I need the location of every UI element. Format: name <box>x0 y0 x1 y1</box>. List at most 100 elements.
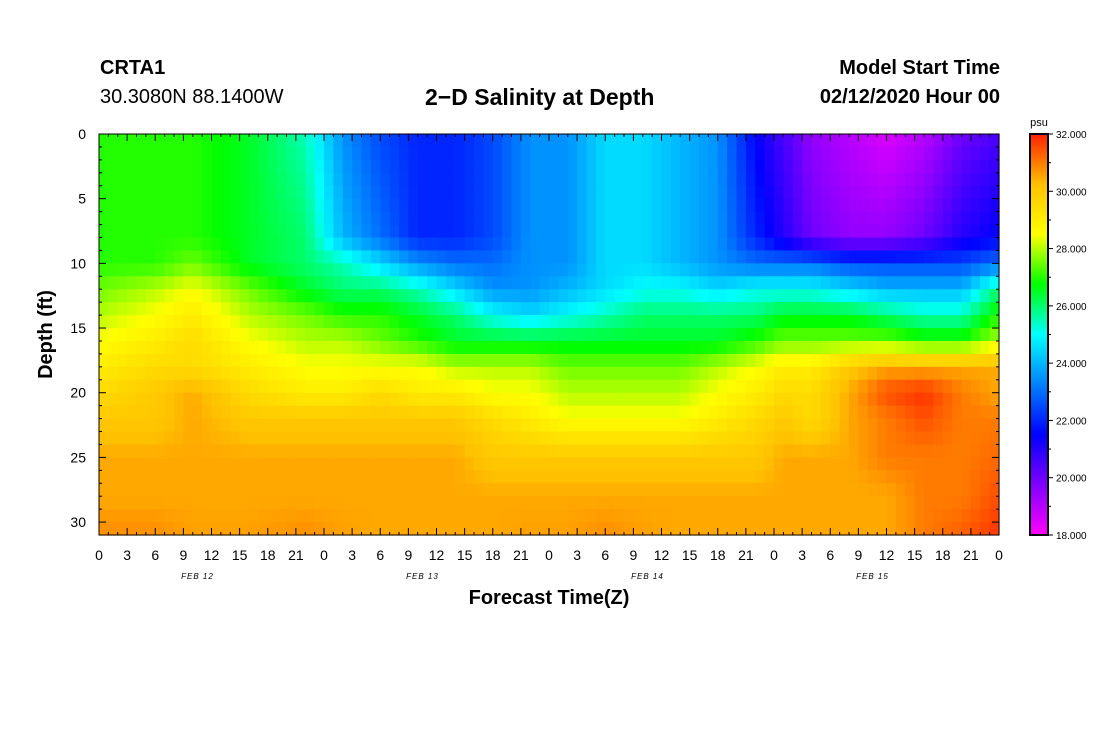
heatmap-cell <box>558 444 569 458</box>
heatmap-cell <box>989 185 1000 200</box>
heatmap-cell <box>183 405 194 420</box>
heatmap-cell <box>286 418 297 433</box>
heatmap-cell <box>380 483 391 497</box>
heatmap-cell <box>305 379 316 394</box>
heatmap-cell <box>858 250 869 264</box>
heatmap-cell <box>595 522 606 536</box>
heatmap-cell <box>980 366 991 381</box>
heatmap-cell <box>877 276 888 290</box>
heatmap-cell <box>933 211 944 226</box>
heatmap-cell <box>380 405 391 420</box>
heatmap-cell <box>605 224 616 239</box>
heatmap-cell <box>680 392 691 407</box>
heatmap-cell <box>502 159 513 174</box>
heatmap-cell <box>830 418 841 433</box>
heatmap-cell <box>980 250 991 264</box>
heatmap-cell <box>577 366 588 381</box>
heatmap-cell <box>839 353 850 368</box>
heatmap-cell <box>286 185 297 200</box>
heatmap-cell <box>352 353 363 368</box>
heatmap-cell <box>708 457 719 471</box>
heatmap-cell <box>361 263 372 277</box>
heatmap-cell <box>155 146 166 161</box>
heatmap-cell <box>942 457 953 471</box>
heatmap-cell <box>549 185 559 200</box>
heatmap-cell <box>511 457 522 471</box>
heatmap-cell <box>820 224 831 239</box>
heatmap-cell <box>727 289 738 303</box>
heatmap-cell <box>717 172 728 187</box>
heatmap-cell <box>183 328 194 342</box>
heatmap-cell <box>314 211 325 226</box>
colorbar-gradient <box>1029 133 1049 536</box>
heatmap-cell <box>277 237 288 252</box>
heatmap-cell <box>436 418 447 433</box>
heatmap-cell <box>352 366 363 381</box>
heatmap-cell <box>502 418 513 433</box>
heatmap-cell <box>942 431 953 446</box>
heatmap-cell <box>286 444 297 458</box>
x-tick-label: 6 <box>151 547 159 563</box>
heatmap-cell <box>211 315 222 329</box>
heatmap-cell <box>652 496 663 510</box>
heatmap-cell <box>427 522 438 536</box>
heatmap-cell <box>174 340 184 355</box>
heatmap-cell <box>708 470 719 484</box>
heatmap-cell <box>989 366 1000 381</box>
heatmap-cell <box>108 237 119 252</box>
heatmap-cell <box>342 379 353 394</box>
heatmap-cell <box>192 134 203 148</box>
heatmap-cell <box>417 340 428 355</box>
heatmap-cell <box>624 172 634 187</box>
heatmap-cell <box>689 302 700 316</box>
heatmap-cell <box>108 185 119 200</box>
heatmap-cell <box>127 276 138 290</box>
heatmap-cell <box>595 315 606 329</box>
heatmap-cell <box>539 198 550 213</box>
heatmap-cell <box>417 483 428 497</box>
heatmap-cell <box>239 134 250 148</box>
heatmap-cell <box>427 237 438 252</box>
heatmap-cell <box>455 211 466 226</box>
heatmap-cell <box>895 328 906 342</box>
heatmap-cell <box>736 340 747 355</box>
heatmap-cell <box>708 224 719 239</box>
heatmap-cell <box>408 366 419 381</box>
heatmap-cell <box>905 379 916 394</box>
heatmap-cell <box>333 302 344 316</box>
heatmap-cell <box>699 134 709 148</box>
heatmap-cell <box>849 496 859 510</box>
heatmap-cell <box>605 431 616 446</box>
heatmap-cell <box>877 509 888 523</box>
heatmap-cell <box>849 509 859 523</box>
heatmap-cell <box>736 470 747 484</box>
heatmap-cell <box>867 276 878 290</box>
heatmap-cell <box>689 483 700 497</box>
heatmap-cell <box>905 185 916 200</box>
heatmap-cell <box>117 328 128 342</box>
heatmap-cell <box>595 405 606 420</box>
heatmap-cell <box>586 379 597 394</box>
heatmap-cell <box>605 250 616 264</box>
heatmap-cell <box>764 328 775 342</box>
heatmap-cell <box>783 509 794 523</box>
heatmap-cell <box>811 263 822 277</box>
heatmap-cell <box>230 315 241 329</box>
heatmap-cell <box>839 198 850 213</box>
heatmap-cell <box>633 211 644 226</box>
heatmap-cell <box>99 211 109 226</box>
heatmap-cell <box>492 134 503 148</box>
heatmap-cell <box>183 353 194 368</box>
heatmap-cell <box>155 379 166 394</box>
heatmap-cell <box>174 172 184 187</box>
heatmap-cell <box>802 470 813 484</box>
heatmap-cell <box>914 315 925 329</box>
heatmap-cell <box>774 263 784 277</box>
heatmap-cell <box>924 224 934 239</box>
heatmap-cell <box>352 405 363 420</box>
heatmap-cell <box>755 405 766 420</box>
heatmap-cell <box>933 509 944 523</box>
heatmap-cell <box>970 263 981 277</box>
heatmap-cell <box>380 431 391 446</box>
heatmap-cell <box>549 392 559 407</box>
